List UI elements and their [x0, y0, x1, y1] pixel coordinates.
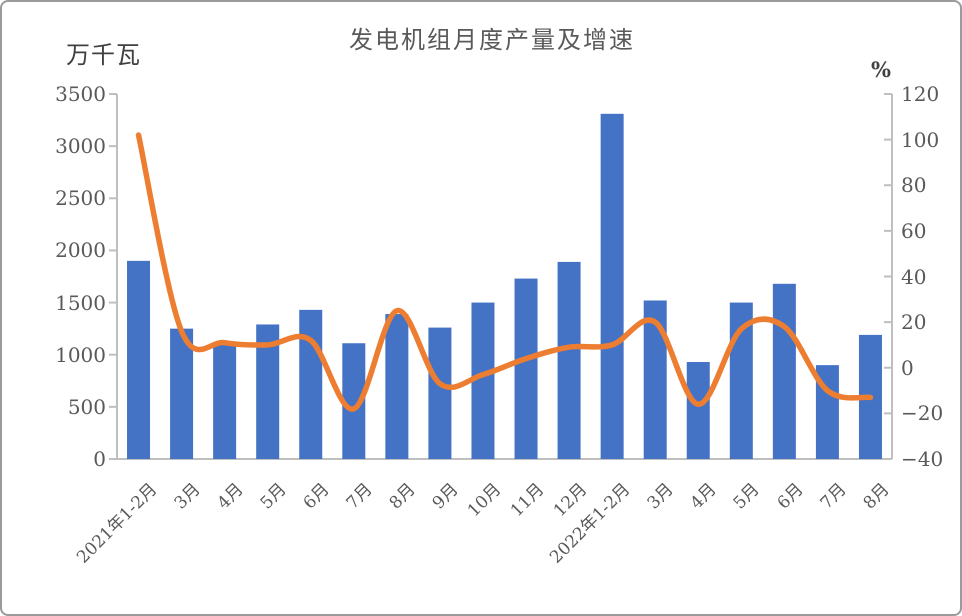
right-axis-tick-label: −20 [901, 401, 944, 426]
left-axis-tick-label: 500 [67, 394, 106, 419]
left-axis-tick-label: 1500 [55, 290, 106, 315]
production-bar [170, 328, 194, 459]
production-bar [643, 300, 667, 459]
chart-title: 发电机组月度产量及增速 [349, 26, 635, 54]
left-axis-tick-label: 3000 [55, 134, 106, 159]
left-axis-tick-label: 1000 [55, 342, 106, 367]
left-axis-tick-label: 2000 [55, 238, 106, 263]
right-axis-unit-label: % [871, 57, 891, 82]
production-bar [471, 302, 495, 459]
production-bar [514, 278, 538, 459]
right-axis-tick-label: 80 [901, 173, 927, 198]
production-bar [428, 327, 452, 459]
production-bar [127, 260, 151, 459]
production-bar [299, 309, 323, 459]
right-axis-tick-label: 60 [901, 218, 927, 243]
right-axis-tick-label: 120 [901, 82, 940, 106]
production-bar [815, 365, 839, 459]
left-axis-tick-label: 2500 [55, 186, 106, 211]
production-bar [600, 113, 624, 460]
production-bar [557, 261, 581, 459]
right-axis-tick-label: 100 [901, 127, 940, 152]
growth-line [135, 132, 874, 412]
production-bar [772, 283, 796, 459]
left-axis-unit-label: 万千瓦 [66, 41, 141, 69]
right-axis-tick-label: 20 [901, 310, 927, 335]
production-bar [342, 343, 366, 459]
production-bar [686, 362, 710, 459]
right-axis-tick-label: −40 [901, 447, 944, 471]
left-axis-tick-label: 3500 [55, 82, 106, 106]
right-axis-tick-label: 40 [901, 264, 927, 289]
right-axis-tick-label: 0 [901, 355, 914, 380]
left-axis-tick-label: 0 [93, 447, 106, 471]
production-bar [256, 324, 280, 459]
production-bar [385, 314, 409, 459]
production-bar [213, 344, 237, 459]
